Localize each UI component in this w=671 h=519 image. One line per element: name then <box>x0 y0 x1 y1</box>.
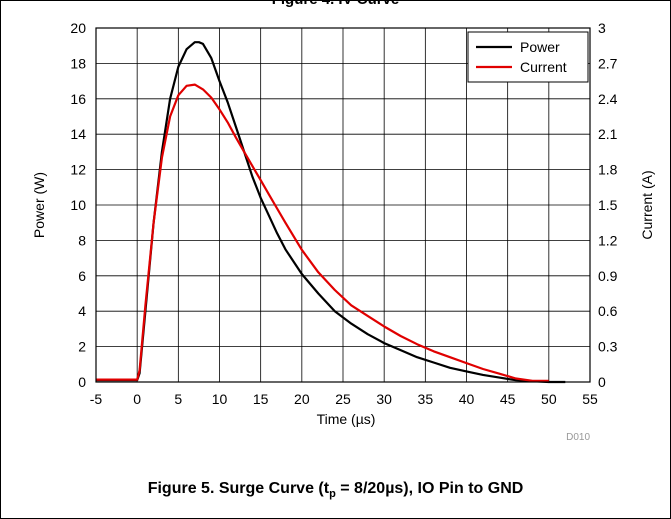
x-tick-label: 10 <box>212 391 228 407</box>
y-tick-label-right: 1.5 <box>598 197 618 213</box>
y-tick-label-left: 16 <box>70 91 86 107</box>
x-tick-label: 15 <box>253 391 269 407</box>
plot-border <box>95 27 591 383</box>
legend-label-current: Current <box>520 59 567 75</box>
series-line-current <box>96 83 549 382</box>
y-tick-label-left: 0 <box>78 374 86 390</box>
y-tick-label-left: 10 <box>70 197 86 213</box>
figure-caption-subscript: p <box>329 488 336 501</box>
y-tick-label-right: 2.1 <box>598 126 618 142</box>
y-tick-label-left: 14 <box>70 126 86 142</box>
tick-labels: -5 0 5 10 15 20 25 30 35 40 45 50 550246810121416182… <box>70 20 617 407</box>
y-tick-label-right: 2.7 <box>598 55 618 71</box>
x-tick-label: 25 <box>335 391 351 407</box>
x-tick-label: 30 <box>376 391 392 407</box>
legend-label-power: Power <box>520 39 560 55</box>
y-tick-label-right: 3 <box>598 20 606 36</box>
figure-caption-suffix: = 8/20µs), IO Pin to GND <box>335 480 524 497</box>
y-tick-label-right: 0 <box>598 374 606 390</box>
legend: Power Current <box>467 31 589 83</box>
x-tick-label: 55 <box>582 391 598 407</box>
y-tick-label-left: 2 <box>78 339 86 355</box>
previous-figure-caption: Figure 4. IV Curve <box>0 0 671 8</box>
x-tick-label: 35 <box>418 391 434 407</box>
y-tick-label-right: 0.3 <box>598 339 618 355</box>
y-axis-label-left: Power (W) <box>31 172 47 238</box>
x-tick-label: 5 <box>174 391 182 407</box>
x-tick-label: -5 <box>90 391 103 407</box>
chart-code: D010 <box>566 432 590 443</box>
y-tick-label-left: 20 <box>70 20 86 36</box>
x-tick-label: 40 <box>459 391 475 407</box>
y-axis-label-right: Current (A) <box>639 170 655 239</box>
figure-caption: Figure 5. Surge Curve (tp = 8/20µs), IO … <box>0 480 671 500</box>
y-tick-label-left: 6 <box>78 268 86 284</box>
y-tick-label-left: 8 <box>78 232 86 248</box>
y-tick-label-right: 2.4 <box>598 91 618 107</box>
series-line-power <box>96 41 566 384</box>
x-axis-label: Time (µs) <box>317 411 376 427</box>
y-tick-label-left: 4 <box>78 303 86 319</box>
y-tick-label-left: 12 <box>70 162 86 178</box>
surge-curve-chart: -5 0 5 10 15 20 25 30 35 40 45 50 550246810121416182… <box>31 20 655 443</box>
y-tick-label-right: 1.2 <box>598 232 618 248</box>
y-tick-label-left: 18 <box>70 55 86 71</box>
y-tick-label-right: 1.8 <box>598 162 618 178</box>
figure-caption-prefix: Figure 5. Surge Curve (t <box>147 480 330 497</box>
x-tick-label: 0 <box>133 391 141 407</box>
x-tick-label: 50 <box>541 391 557 407</box>
x-tick-label: 45 <box>500 391 516 407</box>
series-lines <box>96 41 566 384</box>
legend-box <box>467 31 589 83</box>
y-tick-label-right: 0.9 <box>598 268 618 284</box>
x-tick-label: 20 <box>294 391 310 407</box>
y-tick-label-right: 0.6 <box>598 303 618 319</box>
